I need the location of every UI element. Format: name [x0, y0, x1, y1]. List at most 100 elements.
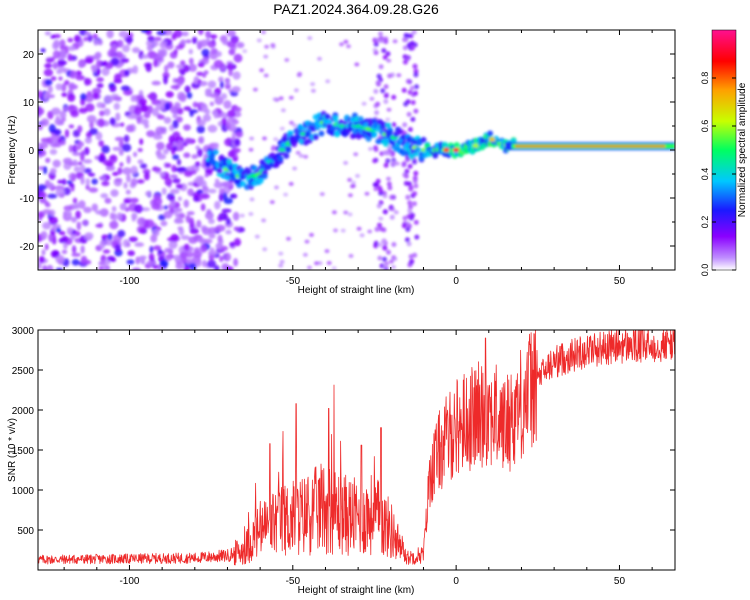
heatmap-cell	[58, 231, 66, 236]
heatmap-cell	[406, 213, 412, 219]
heatmap-cell	[104, 95, 114, 104]
heatmap-cell	[80, 176, 85, 185]
heatmap-cell	[97, 118, 105, 128]
heatmap-cell	[201, 260, 207, 268]
heatmap-cell	[387, 185, 393, 191]
heatmap-cell	[179, 93, 187, 103]
heatmap-cell	[343, 210, 349, 215]
heatmap-cell	[197, 62, 205, 68]
heatmap-cell	[62, 106, 69, 112]
heatmap-cell	[382, 194, 388, 199]
heatmap-cell	[340, 228, 346, 233]
heatmap-cell	[147, 35, 155, 42]
heatmap-cell	[374, 226, 380, 232]
spectrogram-xtick-label: 50	[614, 276, 626, 287]
heatmap-cell	[380, 88, 386, 94]
heatmap-cell	[314, 261, 319, 266]
heatmap-cell	[61, 92, 68, 97]
heatmap-cell	[156, 30, 167, 36]
heatmap-cell	[367, 229, 373, 234]
heatmap-cell	[180, 60, 186, 66]
heatmap-cell	[389, 214, 395, 220]
heatmap-cell	[75, 146, 82, 150]
heatmap-cell	[385, 51, 391, 57]
heatmap-cell	[114, 136, 125, 142]
heatmap-cell	[62, 157, 73, 165]
heatmap-cell	[379, 263, 385, 269]
heatmap-cell	[70, 173, 76, 182]
heatmap-cell	[396, 128, 403, 135]
heatmap-cell	[50, 76, 57, 81]
heatmap-cell	[111, 44, 117, 49]
heatmap-cell	[232, 71, 241, 80]
heatmap-cell	[168, 240, 178, 250]
heatmap-cell	[45, 157, 51, 163]
heatmap-cell	[402, 54, 408, 60]
heatmap-cell	[109, 154, 118, 164]
heatmap-cell	[52, 142, 61, 148]
heatmap-cell	[407, 127, 413, 132]
heatmap-cell	[262, 247, 268, 252]
heatmap-cell	[91, 64, 98, 73]
heatmap-cell	[126, 241, 131, 248]
heatmap-cell	[381, 48, 387, 54]
heatmap-cell	[101, 234, 109, 240]
heatmap-cell	[176, 77, 184, 87]
heatmap-cell	[382, 256, 387, 262]
heatmap-cell	[411, 30, 417, 35]
heatmap-cell	[319, 192, 325, 197]
heatmap-cell	[96, 77, 104, 83]
heatmap-cell	[139, 163, 148, 169]
heatmap-cell	[285, 147, 292, 154]
heatmap-cell	[177, 212, 186, 219]
heatmap-cell	[81, 220, 89, 226]
heatmap-cell	[141, 54, 149, 59]
heatmap-cell	[101, 67, 110, 76]
heatmap-cell	[369, 96, 375, 101]
heatmap-cell	[80, 150, 86, 158]
heatmap-cell	[235, 106, 242, 112]
heatmap-cell	[42, 222, 52, 230]
heatmap-cell	[98, 261, 106, 266]
heatmap-cell	[248, 147, 254, 152]
heatmap-cell	[55, 115, 60, 123]
heatmap-cell	[79, 164, 86, 173]
heatmap-cell	[137, 159, 144, 164]
heatmap-cell	[288, 95, 294, 100]
colorbar-tick-label: 0.2	[700, 216, 710, 229]
heatmap-cell	[442, 141, 448, 148]
heatmap-cell	[298, 153, 304, 158]
heatmap-cell	[125, 36, 133, 44]
heatmap-cell	[86, 115, 97, 123]
heatmap-cell	[72, 197, 78, 204]
heatmap-cell	[233, 238, 241, 247]
heatmap-cell	[50, 34, 56, 39]
heatmap-cell	[187, 188, 194, 197]
heatmap-cell	[413, 72, 419, 78]
heatmap-cell	[203, 238, 213, 244]
heatmap-cell	[67, 93, 76, 102]
heatmap-cell	[145, 63, 152, 73]
snr-xtick-label: -50	[286, 576, 301, 587]
heatmap-cell	[101, 265, 110, 270]
heatmap-cell	[138, 98, 147, 106]
heatmap-cell	[214, 142, 219, 151]
heatmap-cell	[59, 45, 67, 51]
heatmap-cell	[262, 136, 267, 141]
heatmap-cell	[288, 181, 294, 186]
heatmap-cell	[88, 187, 99, 193]
heatmap-cell	[84, 147, 90, 156]
heatmap-cell	[280, 108, 286, 113]
heatmap-cell	[103, 60, 108, 66]
heatmap-cell	[149, 245, 154, 254]
heatmap-cell	[278, 147, 287, 152]
heatmap-cell	[172, 178, 181, 184]
heatmap-cell	[101, 145, 110, 154]
heatmap-cell	[61, 178, 67, 186]
heatmap-cell	[414, 234, 420, 240]
heatmap-cell	[112, 146, 121, 151]
heatmap-cell	[164, 247, 173, 253]
heatmap-cell	[407, 208, 413, 214]
heatmap-cell	[209, 247, 215, 256]
